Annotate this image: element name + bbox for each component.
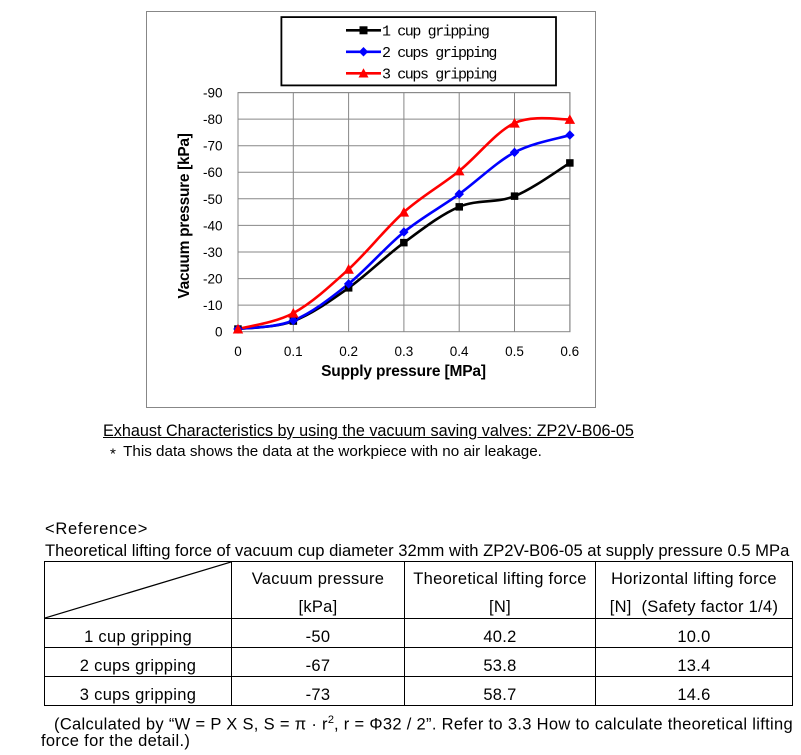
svg-text:-10: -10 bbox=[203, 298, 223, 313]
svg-text:0: 0 bbox=[215, 325, 223, 340]
svg-text:0.6: 0.6 bbox=[560, 344, 579, 359]
svg-text:0.1: 0.1 bbox=[284, 344, 303, 359]
svg-text:-90: -90 bbox=[203, 86, 223, 101]
svg-text:1 cup gripping: 1 cup gripping bbox=[382, 24, 489, 41]
svg-text:2 cups gripping: 2 cups gripping bbox=[382, 45, 496, 62]
svg-text:-20: -20 bbox=[203, 272, 223, 287]
svg-text:0: 0 bbox=[234, 344, 242, 359]
svg-text:0.5: 0.5 bbox=[505, 344, 524, 359]
svg-text:0.2: 0.2 bbox=[339, 344, 358, 359]
svg-text:-60: -60 bbox=[203, 165, 223, 180]
svg-text:-70: -70 bbox=[203, 139, 223, 154]
svg-text:3 cups gripping: 3 cups gripping bbox=[382, 67, 496, 84]
svg-text:0.3: 0.3 bbox=[395, 344, 414, 359]
svg-text:-50: -50 bbox=[203, 192, 223, 207]
svg-text:0.4: 0.4 bbox=[450, 344, 469, 359]
svg-text:Supply pressure [MPa]: Supply pressure [MPa] bbox=[321, 363, 486, 380]
svg-text:-30: -30 bbox=[203, 245, 223, 260]
svg-text:-40: -40 bbox=[203, 218, 223, 233]
svg-text:Vacuum pressure [kPa]: Vacuum pressure [kPa] bbox=[176, 133, 193, 298]
svg-text:-80: -80 bbox=[203, 112, 223, 127]
